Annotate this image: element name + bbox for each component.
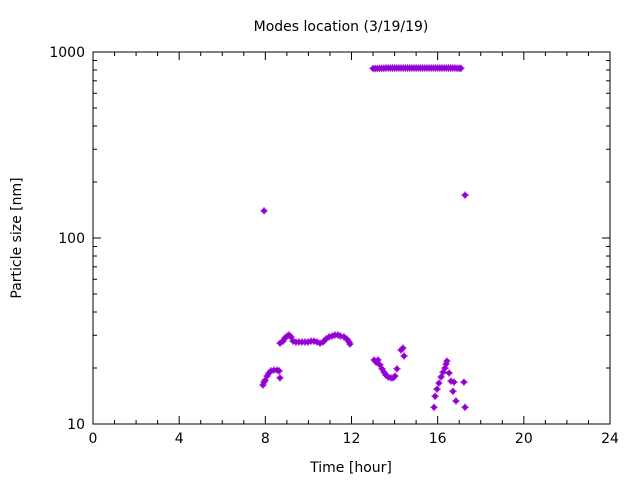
plot-frame	[92, 51, 611, 425]
axis-ticks	[92, 51, 611, 425]
data-point	[346, 340, 354, 348]
data-point	[460, 378, 468, 386]
x-tick-label: 12	[343, 431, 361, 447]
data-point	[433, 385, 441, 393]
x-tick-label: 8	[261, 431, 270, 447]
data-point	[391, 372, 399, 380]
data-point	[430, 403, 438, 411]
tick-labels: 0 4 8 12 16 20 24 10 100 1000	[49, 45, 619, 447]
data-point	[287, 333, 295, 341]
data-points	[259, 64, 469, 411]
x-tick-label: 0	[89, 431, 98, 447]
x-axis-label: Time [hour]	[309, 460, 392, 476]
data-point	[457, 64, 465, 72]
x-tick-label: 16	[429, 431, 447, 447]
data-point	[445, 369, 453, 377]
y-tick-label: 1000	[49, 45, 85, 61]
x-tick-label: 20	[515, 431, 533, 447]
data-point	[261, 376, 269, 384]
data-point	[461, 403, 469, 411]
data-point	[399, 344, 407, 352]
data-point	[461, 191, 469, 199]
data-point	[260, 207, 268, 215]
data-point	[449, 387, 457, 395]
data-point	[452, 397, 460, 405]
y-axis-label: Particle size [nm]	[9, 177, 25, 298]
x-tick-label: 4	[175, 431, 184, 447]
data-point	[431, 392, 439, 400]
chart-title: Modes location (3/19/19)	[254, 19, 429, 35]
data-point	[435, 379, 443, 387]
data-point	[275, 367, 283, 375]
data-point	[439, 368, 447, 376]
y-tick-label: 100	[58, 231, 85, 247]
x-tick-label: 24	[601, 431, 619, 447]
data-point	[400, 352, 408, 360]
data-point	[450, 378, 458, 386]
data-point	[376, 361, 384, 369]
data-point	[437, 373, 445, 381]
data-point	[393, 365, 401, 373]
data-point	[374, 356, 382, 364]
data-point	[276, 374, 284, 382]
data-point	[443, 357, 451, 365]
y-tick-label: 10	[67, 417, 85, 433]
